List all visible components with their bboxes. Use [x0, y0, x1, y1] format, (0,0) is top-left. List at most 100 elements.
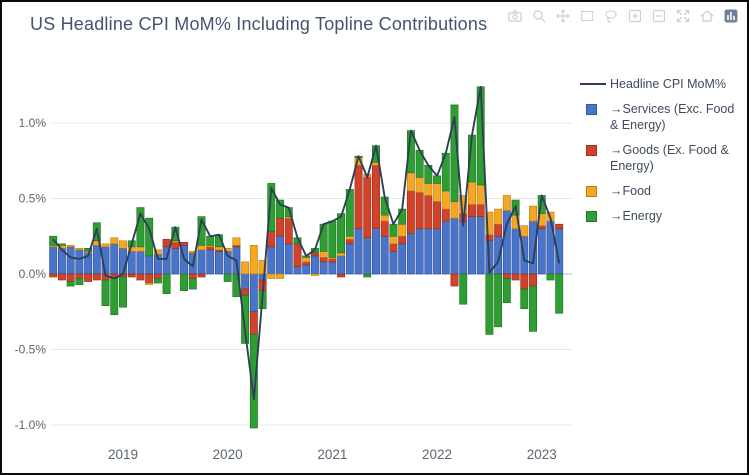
bar-segment [206, 249, 215, 275]
zoom-magnifier-icon[interactable] [531, 8, 547, 24]
bar-segment [276, 217, 284, 237]
legend-item-food[interactable]: →Food [580, 183, 746, 199]
bar-segment [354, 164, 363, 229]
bar-segment [433, 175, 442, 184]
bar-segment [110, 243, 119, 275]
bar-segment [476, 204, 485, 217]
bar-segment [328, 220, 337, 258]
legend-color-swatch [580, 142, 610, 158]
legend-color-swatch [580, 183, 610, 199]
bar-segment [494, 273, 503, 328]
legend-label: →Goods (Ex. Food & Energy) [610, 143, 729, 173]
bar-segment [293, 243, 302, 267]
zoom-in-icon[interactable] [627, 8, 643, 24]
bar-segment [424, 195, 433, 229]
legend-label: →Services (Exc. Food & Energy) [610, 102, 735, 132]
bar-segment [66, 281, 75, 287]
bar-segment [502, 195, 511, 211]
bar-segment [241, 288, 250, 296]
bar-segment [380, 214, 389, 222]
legend-line-swatch [580, 76, 610, 92]
chart-title: US Headline CPI MoM% Including Topline C… [30, 14, 488, 34]
bar-segment [284, 243, 293, 275]
bar-segment [485, 273, 494, 335]
bar-segment [249, 334, 258, 429]
food-swatch [586, 185, 597, 197]
bar-segment [66, 245, 75, 248]
bar-segment [398, 235, 407, 245]
bar-segment [415, 177, 424, 193]
bar-segment [406, 190, 415, 234]
bar-segment [537, 225, 546, 229]
bar-segment [232, 237, 241, 246]
bar-segment [310, 252, 319, 257]
bar-segment [249, 245, 258, 275]
legend-item-goods[interactable]: →Goods (Ex. Food & Energy) [580, 142, 746, 174]
bar-segment [345, 238, 354, 245]
bar-segment [223, 248, 232, 252]
bar-segment [337, 273, 346, 278]
bar-segment [188, 278, 197, 290]
zoom-out-icon[interactable] [651, 8, 667, 24]
bar-segment [180, 241, 189, 246]
autoscale-icon[interactable] [675, 8, 691, 24]
bar-segment [241, 294, 250, 344]
bar-segment [363, 273, 372, 278]
bar-segment [136, 251, 145, 275]
bar-segment [354, 228, 363, 275]
bar-segment [494, 223, 503, 237]
bar-segment [75, 249, 84, 275]
bar-segment [511, 228, 520, 275]
bar-segment [293, 266, 302, 275]
bar-segment [171, 241, 180, 249]
bar-segment [441, 208, 450, 222]
legend-item-energy[interactable]: →Energy [580, 208, 746, 224]
pan-icon[interactable] [555, 8, 571, 24]
bar-segment [485, 211, 494, 236]
bar-segment [145, 282, 154, 285]
bar-segment [188, 251, 197, 254]
services-swatch [586, 103, 597, 115]
box-select-icon[interactable] [579, 8, 595, 24]
bar-segment [468, 216, 476, 275]
legend-item-headline[interactable]: Headline CPI MoM% [580, 76, 746, 92]
bar-segment [476, 216, 485, 275]
legend-item-services[interactable]: →Services (Exc. Food & Energy) [580, 101, 746, 133]
bar-segment [267, 231, 276, 248]
bar-segment [49, 246, 58, 275]
bar-segment [145, 217, 154, 257]
bar-segment [136, 273, 145, 281]
bar-segment [494, 235, 503, 275]
legend-color-swatch [580, 208, 610, 224]
bar-segment [337, 213, 346, 254]
bar-segment [468, 204, 476, 217]
plotly-logo-icon[interactable] [723, 8, 739, 24]
y-tick-label: 1.0% [19, 116, 47, 130]
bar-segment [84, 248, 93, 252]
bar-segment [66, 246, 75, 275]
reset-axes-home-icon[interactable] [699, 8, 715, 24]
x-tick-label: 2022 [422, 447, 452, 462]
bar-segment [119, 276, 127, 308]
bar-segment [119, 248, 127, 275]
bar-segment [49, 273, 58, 278]
bar-segment [345, 243, 354, 275]
bar-segment [197, 273, 206, 278]
plotly-modebar [507, 8, 739, 24]
bar-segment [188, 273, 197, 279]
bar-segment [345, 235, 354, 240]
lasso-select-icon[interactable] [603, 8, 619, 24]
bar-segment [529, 285, 537, 332]
bar-segment [520, 225, 529, 237]
camera-icon[interactable] [507, 8, 523, 24]
bar-segment [450, 273, 459, 287]
legend-label: →Food [610, 184, 651, 198]
legend-label: Headline CPI MoM% [610, 77, 727, 91]
bar-segment [328, 258, 337, 263]
bar-segment [555, 223, 564, 229]
bar-segment [502, 278, 511, 303]
y-tick-label: -1.0% [15, 418, 47, 432]
bar-segment [389, 235, 398, 245]
